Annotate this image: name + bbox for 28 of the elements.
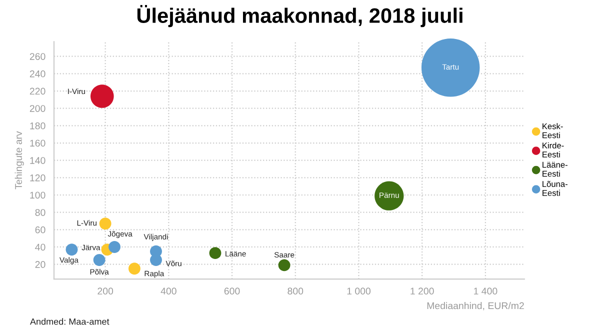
chart-title: Ülejäänud maakonnad, 2018 juuli bbox=[137, 4, 462, 28]
y-tick-label: 120 bbox=[30, 174, 46, 182]
x-tick-label: 600 bbox=[224, 288, 240, 295]
y-tick-label: 200 bbox=[30, 105, 46, 112]
y-tick-label: 60 bbox=[35, 226, 46, 234]
y-tick-label: 160 bbox=[30, 140, 46, 147]
y-tick-label: 100 bbox=[30, 192, 46, 199]
y-tick-label: 180 bbox=[30, 122, 46, 130]
x-tick-label: 200 bbox=[98, 288, 114, 295]
y-tick-label: 240 bbox=[30, 70, 46, 78]
legend-label: Kesk-Eesti bbox=[542, 123, 563, 138]
x-tick-label: 400 bbox=[160, 288, 176, 295]
y-tick-label: 260 bbox=[30, 53, 46, 60]
y-tick-label: 140 bbox=[30, 157, 46, 164]
x-tick-label: 1 400 bbox=[474, 288, 498, 295]
y-tick-label: 80 bbox=[35, 209, 46, 216]
y-tick-label: 40 bbox=[35, 244, 46, 251]
x-tick-label: 1 200 bbox=[410, 288, 434, 295]
legend-label: Lääne-Eesti bbox=[542, 162, 568, 177]
legend-label: Lõuna-Eesti bbox=[542, 180, 568, 196]
text: Andmed: Maa-amet bbox=[30, 318, 110, 325]
legend-label: Kirde-Eesti bbox=[542, 142, 564, 158]
x-tick-label: 800 bbox=[288, 288, 304, 295]
y-axis-title: Tehingute arv bbox=[14, 131, 24, 190]
x-axis-title: Mediaanhind, EUR/m2 bbox=[427, 302, 524, 310]
x-tick-label: 1 000 bbox=[347, 288, 371, 295]
y-tick-label: 20 bbox=[35, 261, 46, 268]
y-tick-label: 220 bbox=[30, 88, 46, 95]
